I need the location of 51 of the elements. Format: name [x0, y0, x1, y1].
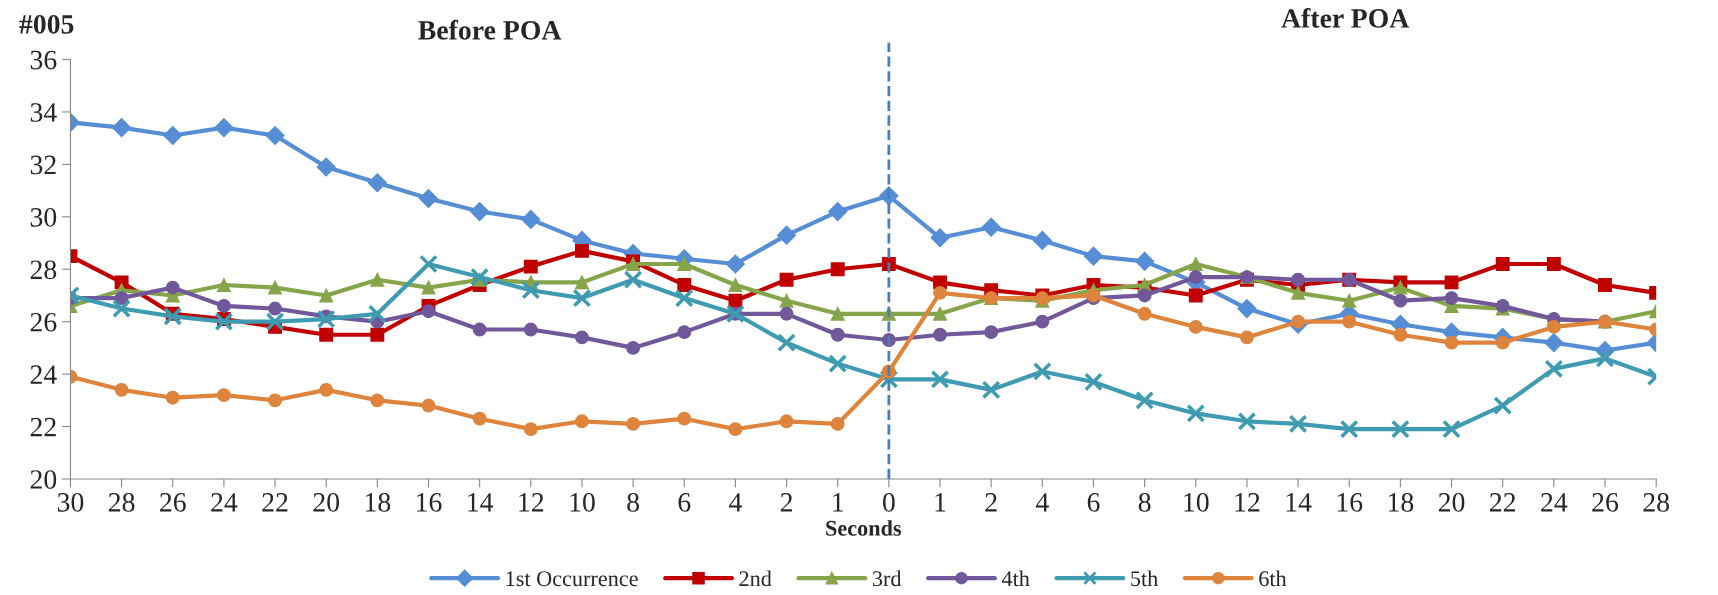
x-tick-label: 6	[1087, 493, 1100, 512]
x-tick-label: 28	[1643, 492, 1669, 512]
y-tick-label: 28	[30, 260, 57, 280]
x-tick-label: 14	[468, 493, 494, 512]
y-tick-label: 30	[30, 207, 57, 227]
x-tick-label: 12	[1235, 493, 1260, 512]
y-tick-label: 24	[30, 365, 57, 384]
x-tick-label: 26	[160, 493, 186, 512]
y-tick-label: 26	[30, 312, 57, 332]
legend-label: 1st Occurrence	[506, 571, 638, 587]
x-tick-label: 22	[1490, 493, 1516, 512]
x-tick-label: 22	[262, 493, 288, 512]
x-tick-label: 24	[1541, 493, 1568, 512]
x-tick-label: 20	[313, 492, 340, 512]
chart-title: #005	[19, 14, 74, 34]
x-tick-label: 8	[627, 492, 639, 512]
x-tick-label: 20	[1438, 492, 1465, 512]
y-tick-label: 22	[30, 417, 56, 437]
legend-label: 3rd	[872, 570, 902, 587]
y-tick-label: 32	[30, 155, 56, 175]
legend-label: 4th	[1001, 570, 1030, 587]
legend-label: 2nd	[739, 570, 772, 587]
x-axis-title: Seconds	[826, 520, 902, 536]
x-tick-label: 1	[833, 493, 843, 512]
x-tick-label: 18	[1388, 492, 1414, 512]
x-tick-label: 8	[1138, 492, 1151, 512]
x-tick-label: 14	[1286, 493, 1312, 512]
x-tick-label: 6	[678, 493, 691, 512]
x-tick-label: 28	[108, 492, 135, 512]
x-tick-label: 1	[935, 493, 946, 512]
x-tick-label: 24	[211, 493, 238, 512]
x-tick-label: 18	[365, 492, 391, 512]
x-tick-label: 16	[417, 493, 442, 512]
y-tick-label: 36	[30, 50, 57, 70]
x-tick-label: 4	[729, 493, 742, 512]
x-tick-label: 2	[985, 493, 997, 512]
x-tick-label: 2	[780, 493, 792, 512]
x-tick-label: 10	[570, 492, 595, 512]
x-tick-label: 30	[57, 492, 84, 512]
x-tick-label: 26	[1592, 493, 1619, 512]
legend-label: 6th	[1259, 570, 1287, 587]
x-tick-label: 16	[1337, 493, 1363, 512]
text: Before POA	[418, 19, 562, 40]
text: After POA	[1281, 7, 1410, 28]
y-tick-label: 20	[30, 470, 57, 489]
x-tick-label: 10	[1184, 492, 1209, 512]
x-tick-label: 0	[882, 492, 895, 512]
x-tick-label: 4	[1035, 493, 1049, 512]
x-tick-label: 12	[519, 493, 544, 512]
y-tick-label: 34	[30, 103, 57, 122]
legend-label: 5th	[1131, 570, 1158, 587]
